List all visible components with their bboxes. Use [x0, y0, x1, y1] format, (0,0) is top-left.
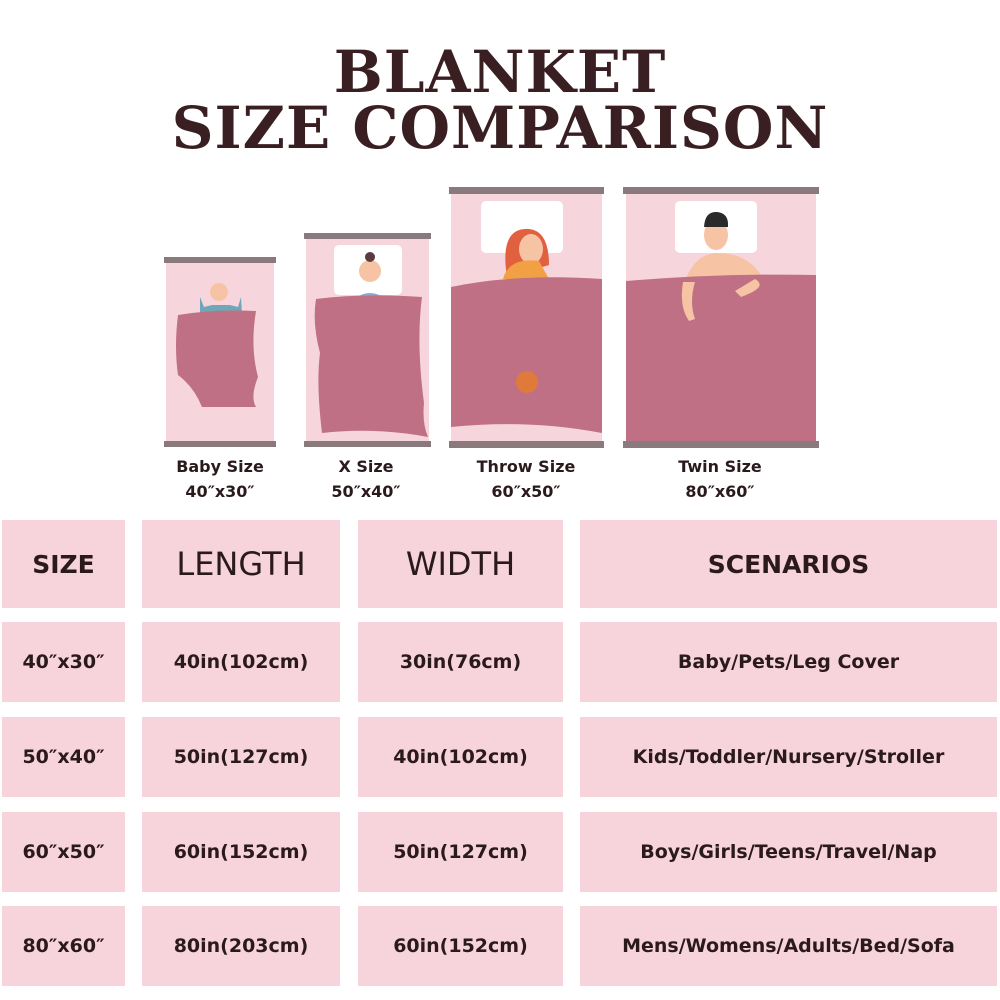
size-label-twin: Twin Size 80″x60″ [678, 457, 762, 501]
cell-width: 30in(76cm) [358, 622, 563, 702]
cell-size: 50″x40″ [2, 717, 125, 797]
cell-size: 40″x30″ [2, 622, 125, 702]
cell-width: 50in(127cm) [358, 812, 563, 892]
cell-length: 80in(203cm) [142, 906, 340, 986]
cell-scenarios: Boys/Girls/Teens/Travel/Nap [580, 812, 997, 892]
cell-length: 60in(152cm) [142, 812, 340, 892]
twin-blanket-illustration [623, 187, 819, 448]
cell-size: 60″x50″ [2, 812, 125, 892]
title-line-1: BLANKET [333, 38, 667, 106]
x-blanket-illustration [304, 233, 431, 448]
throw-blanket-illustration [449, 187, 604, 448]
cell-width: 60in(152cm) [358, 906, 563, 986]
header-size: SIZE [2, 520, 125, 608]
size-label-x: X Size 50″x40″ [331, 457, 401, 501]
header-length: LENGTH [142, 520, 340, 608]
header-width: WIDTH [358, 520, 563, 608]
size-label-baby: Baby Size 40″x30″ [176, 457, 264, 501]
header-scenarios: SCENARIOS [580, 520, 997, 608]
cell-scenarios: Mens/Womens/Adults/Bed/Sofa [580, 906, 997, 986]
cell-width: 40in(102cm) [358, 717, 563, 797]
size-label-throw: Throw Size 60″x50″ [476, 457, 576, 501]
cell-length: 40in(102cm) [142, 622, 340, 702]
baby-blanket-illustration [164, 257, 276, 448]
cell-size: 80″x60″ [2, 906, 125, 986]
cell-length: 50in(127cm) [142, 717, 340, 797]
cell-scenarios: Baby/Pets/Leg Cover [580, 622, 997, 702]
cell-scenarios: Kids/Toddler/Nursery/Stroller [580, 717, 997, 797]
title-line-2: SIZE COMPARISON [171, 94, 829, 162]
